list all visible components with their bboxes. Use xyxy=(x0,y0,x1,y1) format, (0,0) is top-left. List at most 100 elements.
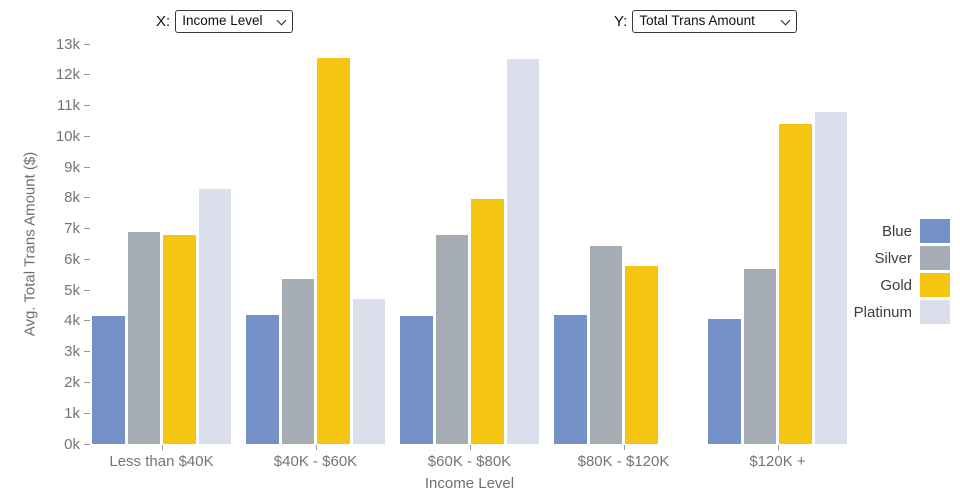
bar-gold xyxy=(471,199,504,444)
x-tick-label: $120K + xyxy=(749,453,806,470)
y-tick: 4k xyxy=(64,312,90,330)
x-tick-label: $80K - $120K xyxy=(577,453,670,470)
legend-row: Blue xyxy=(800,219,950,243)
bar-silver xyxy=(435,234,468,444)
x-tick-label: $60K - $80K xyxy=(427,453,512,470)
y-tick-mark xyxy=(84,228,90,230)
y-tick-mark xyxy=(84,105,90,107)
y-select-wrap: Total Trans Amount xyxy=(632,9,798,33)
legend-row: Platinum xyxy=(800,300,950,324)
y-tick: 1k xyxy=(64,404,90,422)
bar-blue xyxy=(92,316,125,444)
legend-label: Silver xyxy=(874,249,912,267)
y-tick-label: 5k xyxy=(64,281,80,299)
y-tick: 5k xyxy=(64,281,90,299)
plot-area xyxy=(92,44,850,444)
y-tick-mark xyxy=(84,289,90,291)
y-tick: 9k xyxy=(64,158,90,176)
legend-swatch xyxy=(920,246,950,270)
y-tick-mark xyxy=(84,412,90,414)
bar-silver xyxy=(127,231,160,444)
y-tick-label: 7k xyxy=(64,220,80,238)
y-tick-label: 12k xyxy=(55,66,80,84)
x-axis: Income Level Less than $40K $40K - $60K $6… xyxy=(92,444,850,500)
y-tick: 7k xyxy=(64,220,90,238)
y-tick: 8k xyxy=(64,189,90,207)
y-tick-mark xyxy=(84,443,90,445)
y-tick-mark xyxy=(84,381,90,383)
bar-silver xyxy=(281,279,314,444)
bar-group xyxy=(554,44,693,444)
y-tick-mark xyxy=(84,166,90,168)
y-tick-label: 8k xyxy=(64,189,80,207)
y-tick-label: 0k xyxy=(64,435,80,453)
bar-platinum xyxy=(198,188,231,444)
y-tick-mark xyxy=(84,351,90,353)
bar-gold xyxy=(163,234,196,444)
y-field-select[interactable]: Total Trans Amount xyxy=(632,9,798,33)
y-tick: 12k xyxy=(55,66,90,84)
bar-blue xyxy=(400,316,433,444)
y-tick-label: 11k xyxy=(56,97,80,115)
x-axis-title: Income Level xyxy=(424,475,515,492)
y-tick-label: 13k xyxy=(55,35,80,53)
bar-platinum xyxy=(506,59,539,444)
bar-silver xyxy=(743,268,776,444)
x-tick-mark xyxy=(161,445,163,450)
y-axis: 0k 1k 2k 3k 4k 5k 6k 7k 8k 9k 10k 11k 12k 13k xyxy=(0,36,92,453)
y-tick: 13k xyxy=(55,35,90,53)
bar-platinum xyxy=(814,111,847,444)
bar-group xyxy=(246,44,385,444)
y-tick-mark xyxy=(84,197,90,199)
y-tick: 0k xyxy=(64,435,90,453)
y-tick: 3k xyxy=(64,343,90,361)
y-tick-label: 9k xyxy=(64,158,80,176)
y-tick-label: 10k xyxy=(55,127,80,145)
x-field-select[interactable]: Income Level xyxy=(175,9,294,33)
x-axis-control: X: Income Level xyxy=(156,9,294,33)
bar-gold xyxy=(625,265,658,444)
y-tick: 10k xyxy=(55,127,90,145)
y-tick-mark xyxy=(84,135,90,137)
y-tick-label: 2k xyxy=(64,373,80,391)
legend-swatch xyxy=(920,273,950,297)
y-tick-label: 4k xyxy=(64,312,80,330)
x-tick-mark xyxy=(623,445,625,450)
x-tick-mark xyxy=(469,445,471,450)
x-select-wrap: Income Level xyxy=(175,9,294,33)
x-tick-mark xyxy=(777,445,779,450)
legend-swatch xyxy=(920,219,950,243)
x-tick-mark xyxy=(315,445,317,450)
y-tick-mark xyxy=(84,43,90,45)
y-tick-mark xyxy=(84,320,90,322)
legend-row: Gold xyxy=(800,273,950,297)
y-tick-label: 6k xyxy=(64,250,80,268)
bar-group xyxy=(400,44,539,444)
legend-swatch xyxy=(920,300,950,324)
y-tick: 11k xyxy=(56,97,90,115)
legend-row: Silver xyxy=(800,246,950,270)
bar-blue xyxy=(554,314,587,444)
y-tick: 6k xyxy=(64,250,90,268)
legend: Blue Silver Gold Platinum xyxy=(800,219,950,327)
y-axis-control: Y: Total Trans Amount xyxy=(614,9,798,33)
legend-label: Gold xyxy=(880,276,912,294)
bar-group xyxy=(708,44,847,444)
y-tick: 2k xyxy=(64,373,90,391)
y-tick-mark xyxy=(84,74,90,76)
legend-label: Blue xyxy=(881,222,912,240)
x-tick-label: $40K - $60K xyxy=(273,453,358,470)
bar-blue xyxy=(708,319,741,444)
y-tick-mark xyxy=(84,258,90,260)
y-tick-label: 3k xyxy=(64,343,80,361)
x-tick-label: Less than $40K xyxy=(109,453,214,470)
bar-platinum xyxy=(352,299,385,444)
bar-group xyxy=(92,44,231,444)
y-tick-label: 1k xyxy=(64,404,80,422)
bar-blue xyxy=(246,314,279,444)
legend-label: Platinum xyxy=(853,303,912,321)
bar-silver xyxy=(589,245,622,444)
bar-gold xyxy=(779,124,812,444)
y-select-label: Y: xyxy=(614,12,628,30)
x-select-label: X: xyxy=(156,12,171,30)
